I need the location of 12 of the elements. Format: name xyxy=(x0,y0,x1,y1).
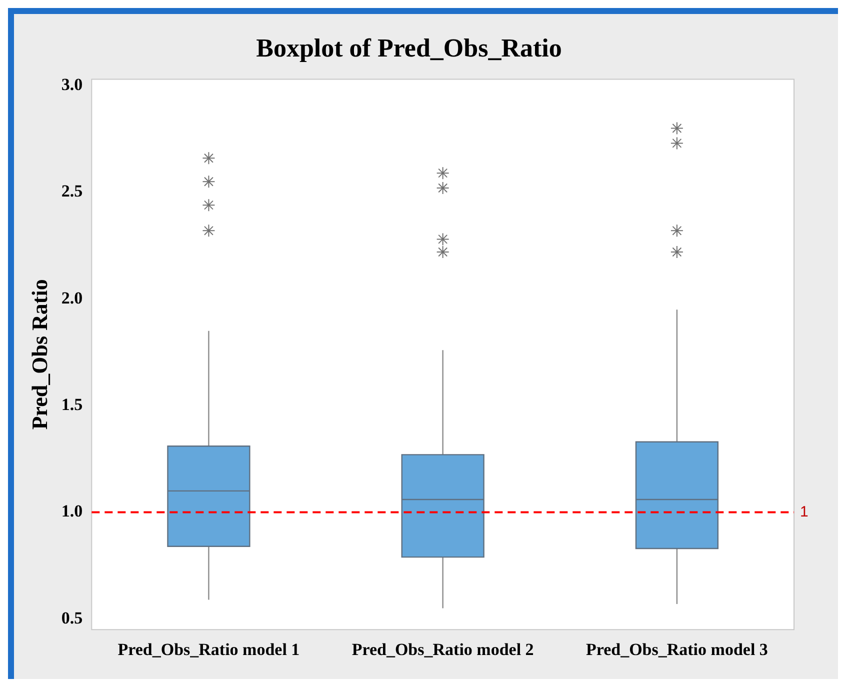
x-tick-label: Pred_Obs_Ratio model 1 xyxy=(118,640,300,660)
chart-title: Boxplot of Pred_Obs_Ratio xyxy=(256,33,562,62)
y-tick-label: 2.5 xyxy=(61,182,83,201)
x-tick-label: Pred_Obs_Ratio model 3 xyxy=(586,640,768,660)
y-tick-label: 0.5 xyxy=(61,608,83,628)
y-tick-label: 3.0 xyxy=(61,74,83,94)
y-tick-label: 1.0 xyxy=(61,502,83,521)
y-axis-title: Pred_Obs Ratio xyxy=(26,279,52,430)
y-tick-label: 2.0 xyxy=(61,288,83,308)
ref-line-label: 1 xyxy=(800,503,808,520)
y-tick-label: 1.5 xyxy=(61,394,83,414)
x-tick-label: Pred_Obs_Ratio model 2 xyxy=(352,640,534,660)
